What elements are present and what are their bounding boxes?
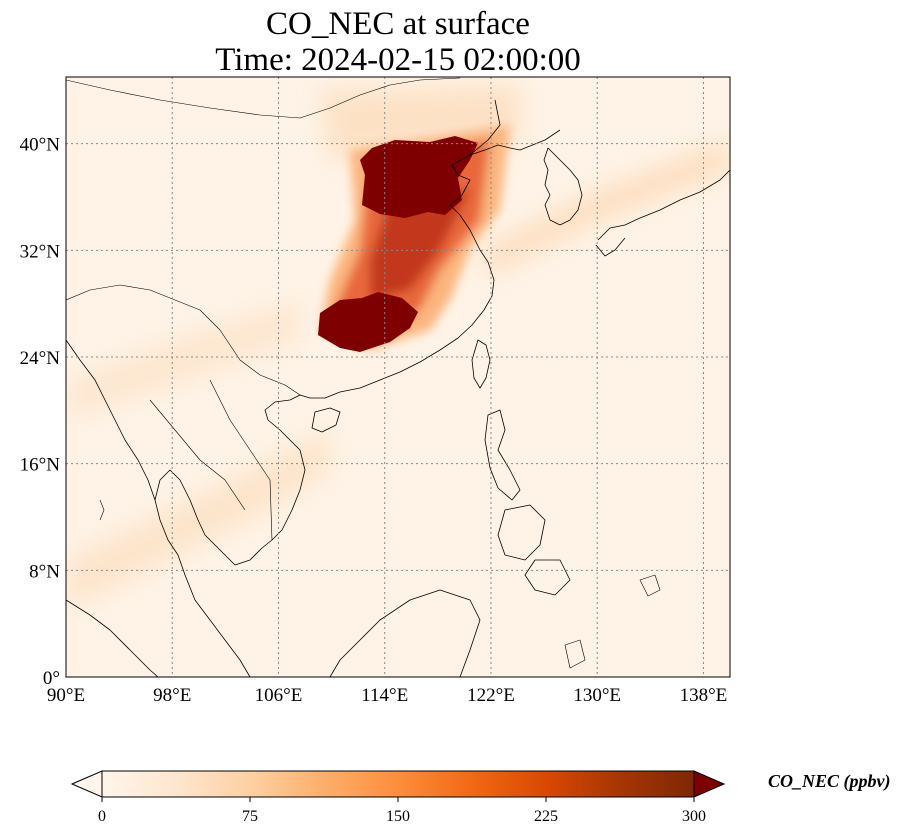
colorbar: 0 75 150 225 300 — [70, 770, 726, 825]
lat-tick-label: 24°N — [20, 348, 61, 369]
colorbar-extend-min — [70, 770, 103, 798]
plume-indochina-streak — [66, 300, 300, 420]
lat-tick-label: 40°N — [20, 135, 61, 156]
coastlines — [66, 77, 730, 677]
lon-tick-label: 106°E — [255, 685, 303, 706]
colorbar-tick-label: 75 — [242, 808, 258, 825]
lat-tick-label: 8°N — [29, 561, 60, 582]
plume-corridor-inner — [370, 190, 470, 300]
latitude-tick-labels: 0° 8°N 16°N 24°N 32°N 40°N — [20, 135, 61, 689]
lon-tick-label: 138°E — [680, 685, 728, 706]
concentration-field — [66, 77, 730, 677]
plume-core-north-china — [360, 136, 478, 218]
map-frame — [65, 76, 731, 678]
chart-subtitle-time: Time: 2024-02-15 02:00:00 — [215, 42, 581, 78]
colorbar-tick-label: 225 — [534, 808, 558, 825]
gridlines — [66, 77, 730, 677]
plume-core-south-china — [318, 292, 418, 352]
colorbar-tick-label: 150 — [386, 808, 410, 825]
chart-title: CO_NEC at surface — [266, 6, 530, 42]
lat-tick-label: 0° — [43, 668, 60, 689]
colorbar-label: CO_NEC (ppbv) — [768, 771, 891, 791]
lat-tick-label: 32°N — [20, 241, 61, 262]
lon-tick-label: 114°E — [361, 685, 408, 706]
longitude-tick-labels: 90°E 98°E 106°E 114°E 122°E 130°E 138°E — [47, 685, 727, 706]
lon-tick-label: 122°E — [467, 685, 515, 706]
lon-tick-label: 90°E — [47, 685, 85, 706]
lon-tick-label: 130°E — [573, 685, 621, 706]
lon-tick-label: 98°E — [153, 685, 191, 706]
plume-east-drift — [480, 140, 730, 275]
lat-tick-label: 16°N — [20, 455, 61, 476]
colorbar-ticks: 0 75 150 225 300 — [98, 797, 706, 825]
colorbar-tick-label: 300 — [682, 808, 706, 825]
colorbar-gradient — [102, 771, 694, 797]
colorbar-tick-label: 0 — [98, 808, 106, 825]
colorbar-extend-max — [693, 770, 726, 798]
